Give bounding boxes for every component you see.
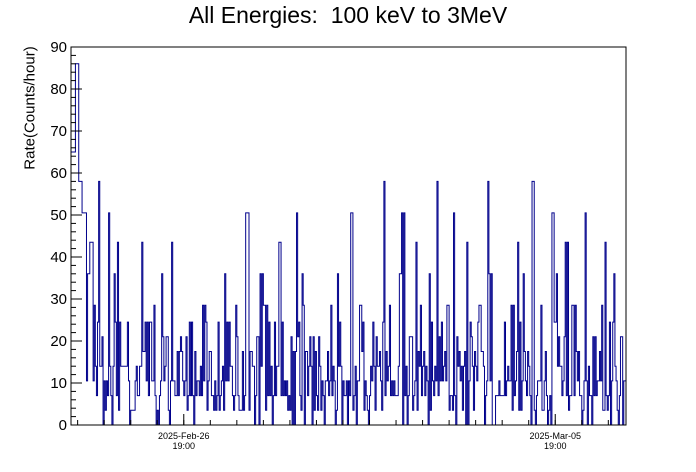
y-tick-label: 0 [59,417,67,434]
y-tick-label: 90 [50,39,67,56]
x-tick-date-label: 2025-Feb-26 [158,431,210,441]
rate-series [70,63,627,426]
y-tick-label: 80 [50,81,67,98]
y-tick-label: 50 [50,207,67,224]
chart-title: All Energies: 100 keV to 3MeV [188,2,508,28]
x-tick-date-label: 2025-Mar-05 [529,431,581,441]
x-tick-time-label: 19:00 [173,441,196,451]
x-tick-time-label: 19:00 [544,441,567,451]
plot-frame [70,46,627,426]
y-tick-label: 60 [50,165,67,182]
y-tick-label: 40 [50,249,67,266]
y-tick-label: 10 [50,375,67,392]
y-tick-label: 20 [50,333,67,350]
y-tick-label: 70 [50,123,67,140]
y-axis: 0 10 20 30 40 50 60 70 80 90 [50,39,82,434]
series-line [70,63,627,426]
y-tick-label: 30 [50,291,67,308]
